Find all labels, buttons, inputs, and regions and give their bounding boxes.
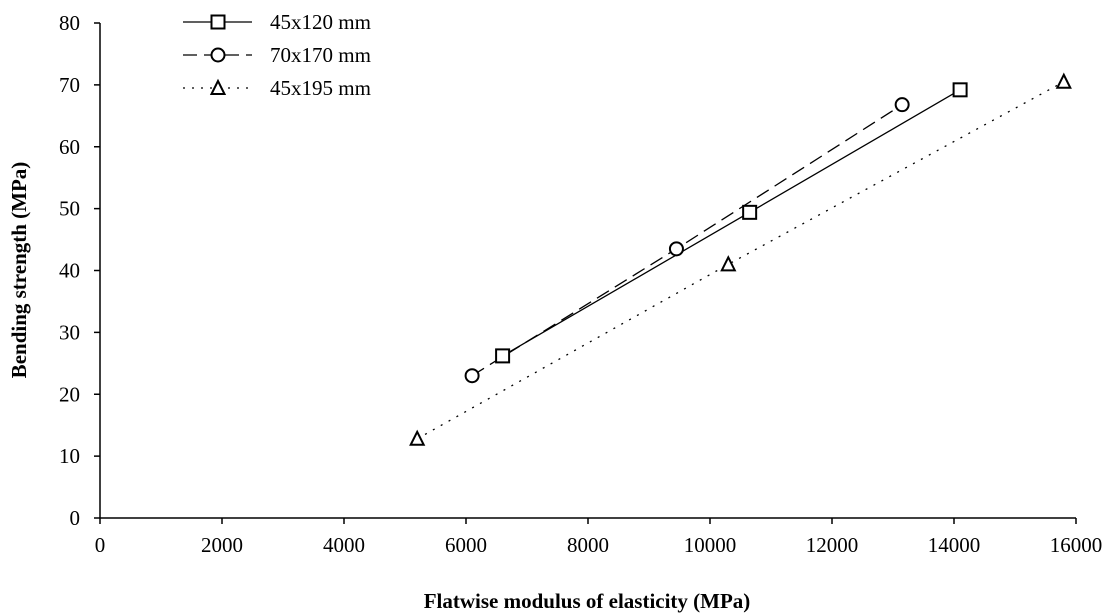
series-line-circle — [471, 104, 903, 377]
y-tick-label: 50 — [59, 197, 80, 221]
y-tick-label: 30 — [59, 320, 80, 344]
y-tick-label: 40 — [59, 259, 80, 283]
data-point-triangle — [1055, 72, 1072, 89]
x-tick-label: 10000 — [684, 533, 737, 557]
y-tick-label: 20 — [59, 382, 80, 406]
legend-marker-triangle — [209, 78, 227, 95]
series-lines — [416, 81, 1065, 440]
y-ticks: 0 10 20 30 40 50 60 70 80 — [59, 11, 100, 530]
legend-marker-square — [210, 14, 226, 30]
legend-label: 45x195 mm — [270, 76, 371, 100]
data-point-circle — [894, 97, 910, 113]
data-point-square — [495, 348, 511, 364]
x-tick-label: 2000 — [201, 533, 243, 557]
x-tick-label: 16000 — [1050, 533, 1103, 557]
y-tick-label: 10 — [59, 444, 80, 468]
data-point-triangle — [720, 255, 737, 272]
y-tick-label: 70 — [59, 73, 80, 97]
legend-marker-circle — [210, 47, 226, 63]
data-point-circle — [464, 368, 480, 384]
data-point-square — [742, 204, 758, 220]
axes — [99, 23, 1076, 519]
y-tick-label: 60 — [59, 135, 80, 159]
y-axis-title: Bending strength (MPa) — [7, 162, 31, 379]
series-points — [409, 72, 1072, 446]
y-tick-label: 80 — [59, 11, 80, 35]
x-tick-label: 0 — [95, 533, 106, 557]
x-tick-label: 14000 — [928, 533, 981, 557]
y-tick-label: 0 — [70, 506, 81, 530]
x-tick-label: 6000 — [445, 533, 487, 557]
legend: 45x120 mm 70x170 mm 45x195 mm — [183, 10, 371, 100]
data-point-circle — [668, 241, 684, 257]
legend-label: 45x120 mm — [270, 10, 371, 34]
series-line-triangle — [416, 81, 1065, 440]
x-tick-label: 8000 — [567, 533, 609, 557]
x-tick-label: 12000 — [806, 533, 859, 557]
legend-label: 70x170 mm — [270, 43, 371, 67]
x-ticks: 0 2000 4000 6000 8000 10000 12000 14000 16000 — [95, 518, 1103, 557]
series-line-square — [502, 89, 961, 357]
x-tick-label: 4000 — [323, 533, 365, 557]
x-axis-title: Flatwise modulus of elasticity (MPa) — [424, 589, 751, 613]
data-point-square — [952, 82, 968, 98]
data-point-triangle — [409, 429, 426, 446]
